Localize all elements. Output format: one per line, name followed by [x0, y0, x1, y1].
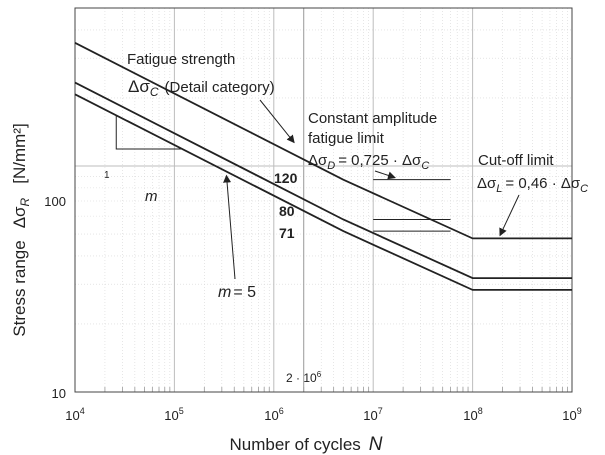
y-axis-label: Stress rangeΔσR[N/mm²]	[10, 123, 32, 336]
slope-arrow	[223, 174, 236, 280]
fatigue-strength-symbol: ΔσC (Detail category)	[128, 77, 275, 99]
cafl-label-line2: fatigue limit	[308, 130, 385, 147]
cafl-label-line1: Constant amplitude	[308, 110, 437, 127]
arrows	[223, 99, 520, 280]
cutoff-formula: ΔσL = 0,46 · ΔσC	[477, 175, 588, 195]
cafl-arrow	[374, 170, 396, 180]
fatigue-strength-arrow	[259, 99, 295, 144]
series-line-120	[74, 41, 572, 240]
series-label-120: 120	[274, 170, 298, 186]
x-tick-label-1e5: 105	[164, 406, 183, 423]
cutoff-arrow	[499, 194, 520, 237]
x-tick-label-1e9: 109	[562, 406, 581, 423]
cutoff-title: Cut-off limit	[478, 152, 554, 169]
slope-run-label: m	[145, 188, 158, 205]
reference-x-label: 2 · 106	[286, 370, 322, 385]
slope-rise-label: 1	[104, 170, 110, 181]
x-axis-label: Number of cycles N	[229, 434, 382, 455]
series-label-80: 80	[279, 203, 295, 219]
x-tick-label-1e7: 107	[363, 406, 382, 423]
plot-border	[74, 7, 573, 393]
y-tick-label-100: 100	[44, 194, 66, 209]
slope-triangle	[115, 115, 183, 150]
series-layer	[74, 41, 572, 291]
cafl-formula: ΔσD = 0,725 · ΔσC	[308, 152, 429, 172]
fatigue-strength-title: Fatigue strength	[127, 51, 235, 68]
x-tick-label-1e4: 104	[65, 406, 84, 423]
y-tick-label-10: 10	[52, 386, 66, 401]
series-line-71	[74, 93, 572, 291]
series-line-80	[74, 81, 572, 280]
x-tick-label-1e8: 108	[463, 406, 482, 423]
series-label-71: 71	[279, 225, 295, 241]
cafl-segments	[115, 115, 451, 232]
x-tick-label-1e6: 106	[264, 406, 283, 423]
grid	[74, 7, 573, 393]
slope-m-label: m = 5	[218, 284, 256, 301]
